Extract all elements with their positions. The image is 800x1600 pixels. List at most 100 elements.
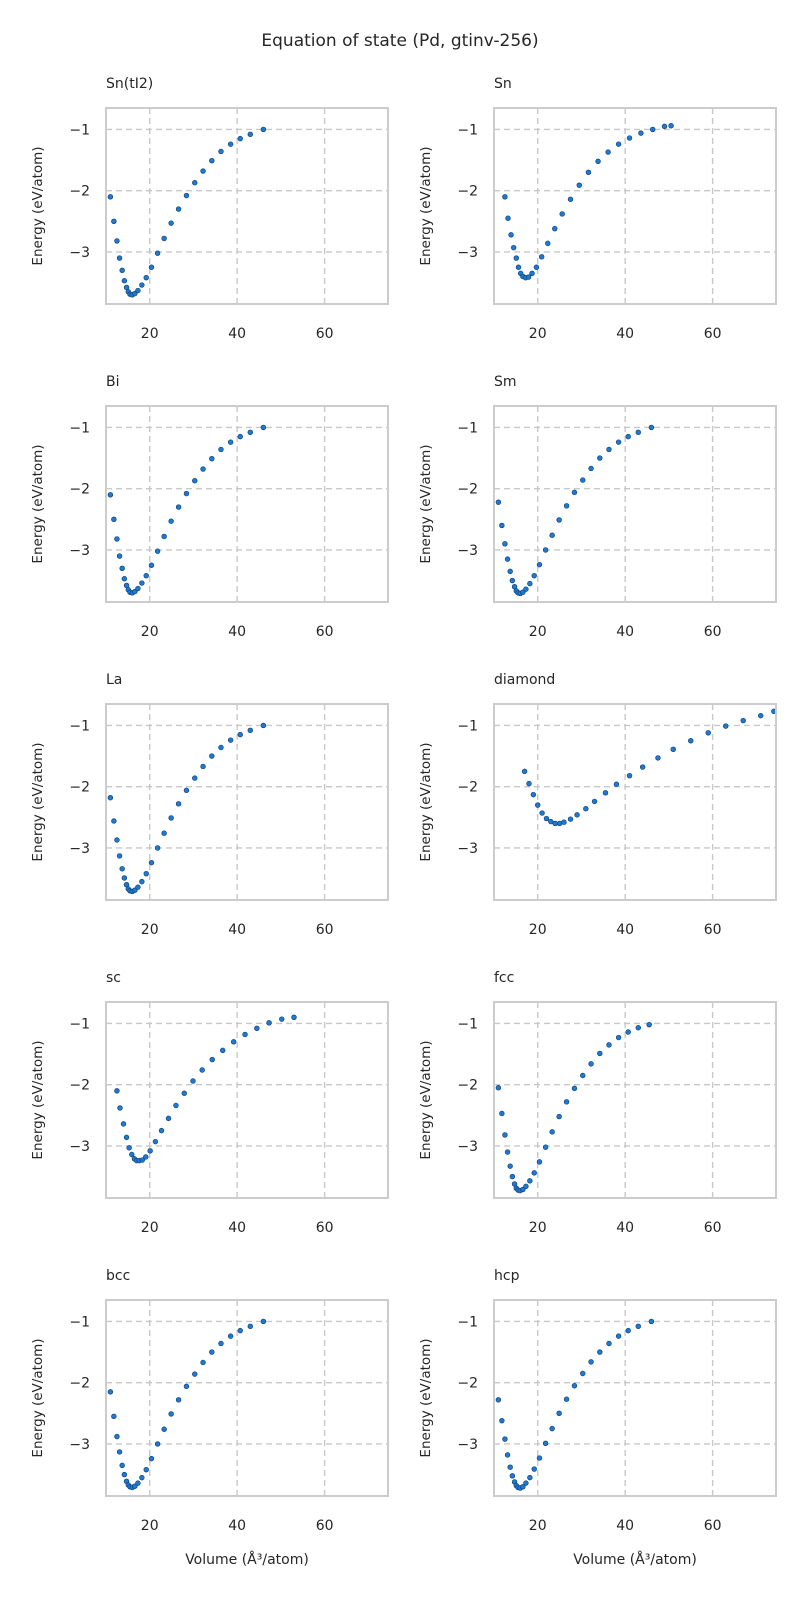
- data-point: [556, 517, 562, 523]
- data-point: [561, 819, 567, 825]
- y-axis-label: Energy (eV/atom): [418, 444, 434, 563]
- data-point: [161, 533, 167, 540]
- data-point: [505, 215, 511, 221]
- panel-title: Sn: [494, 76, 512, 92]
- data-point: [549, 1425, 555, 1432]
- x-tick-label: 60: [316, 1518, 334, 1534]
- data-point: [567, 816, 574, 822]
- axes-frame: [105, 703, 389, 901]
- y-tick-label: −2: [69, 482, 90, 498]
- data-point: [161, 1426, 167, 1432]
- data-point: [230, 1039, 237, 1045]
- data-point: [116, 255, 123, 261]
- data-point: [247, 429, 253, 436]
- panel-title: diamond: [494, 672, 555, 688]
- data-point: [119, 866, 125, 872]
- x-tick-label: 20: [141, 1518, 159, 1534]
- data-point: [183, 192, 190, 199]
- data-point: [266, 1020, 272, 1026]
- data-point: [107, 492, 114, 498]
- data-point: [499, 522, 505, 529]
- data-point: [526, 780, 532, 787]
- panel-bi: Bi 20 40 60 −1 −2 −3 Energy (eV/atom): [30, 374, 389, 640]
- data-point: [635, 1323, 641, 1330]
- data-point: [536, 561, 543, 568]
- data-point: [260, 126, 267, 133]
- data-point: [139, 878, 145, 885]
- data-point: [143, 572, 149, 579]
- data-point: [143, 274, 149, 281]
- y-tick-label: −2: [69, 1078, 90, 1094]
- data-point: [626, 135, 633, 141]
- data-point: [576, 182, 582, 188]
- data-point: [521, 768, 528, 775]
- data-point: [509, 1473, 516, 1479]
- panels-group: Sn(tI2) 20 40 60 −1 −2 −3 Energy (eV/atom) Sn 20 4…: [30, 76, 777, 1568]
- y-tick-label: −3: [69, 543, 90, 559]
- panel-sn: Sn 20 40 60 −1 −2 −3 Energy (eV/atom): [418, 76, 777, 342]
- y-tick-label: −2: [457, 1376, 478, 1392]
- data-point: [111, 1413, 117, 1420]
- data-point: [192, 775, 198, 781]
- data-point: [237, 1327, 243, 1334]
- y-tick-label: −2: [457, 1078, 478, 1094]
- data-point: [114, 238, 120, 244]
- data-point: [120, 1121, 127, 1127]
- data-point: [606, 446, 612, 453]
- data-point: [126, 1145, 132, 1151]
- x-tick-label: 40: [228, 326, 246, 342]
- x-tick-label: 20: [529, 624, 547, 640]
- data-point: [218, 744, 224, 751]
- data-point: [542, 1144, 549, 1150]
- data-point: [237, 135, 243, 142]
- y-tick-label: −3: [457, 1437, 478, 1453]
- x-tick-label: 20: [141, 922, 159, 938]
- data-point: [116, 853, 123, 859]
- data-point: [655, 755, 661, 761]
- data-point: [183, 787, 190, 794]
- data-point: [585, 169, 592, 176]
- data-point: [626, 772, 633, 779]
- data-point: [530, 791, 537, 798]
- data-point: [723, 723, 729, 729]
- data-point: [209, 1349, 215, 1355]
- data-point: [111, 218, 117, 225]
- data-point: [121, 576, 128, 582]
- y-axis-label: Energy (eV/atom): [418, 1338, 434, 1457]
- data-point: [116, 553, 123, 559]
- x-tick-label: 60: [316, 922, 334, 938]
- x-tick-label: 60: [704, 326, 722, 342]
- data-point: [635, 1025, 641, 1031]
- y-tick-label: −3: [457, 543, 478, 559]
- data-point: [549, 532, 555, 538]
- axes-frame: [493, 107, 777, 305]
- data-point: [668, 123, 674, 129]
- data-point: [175, 801, 182, 807]
- x-tick-label: 60: [704, 1518, 722, 1534]
- data-point: [154, 1441, 161, 1447]
- y-tick-label: −1: [69, 420, 90, 436]
- data-point: [119, 565, 125, 572]
- data-point: [121, 278, 128, 284]
- data-point: [192, 1371, 198, 1377]
- data-point: [646, 1021, 652, 1028]
- data-point: [227, 141, 234, 147]
- y-tick-label: −1: [457, 718, 478, 734]
- data-point: [527, 1474, 533, 1481]
- data-point: [563, 1099, 570, 1105]
- data-point: [114, 536, 120, 542]
- panel-title: La: [106, 672, 122, 688]
- y-tick-label: −1: [457, 1016, 478, 1032]
- y-tick-label: −2: [69, 780, 90, 796]
- data-point: [508, 232, 514, 238]
- data-point: [509, 1173, 516, 1180]
- y-tick-label: −1: [69, 718, 90, 734]
- data-point: [615, 439, 622, 445]
- axes-frame: [493, 1001, 777, 1199]
- x-tick-label: 60: [704, 624, 722, 640]
- data-point: [143, 1466, 149, 1473]
- data-point: [757, 712, 764, 719]
- data-point: [613, 781, 620, 787]
- data-point: [152, 1138, 159, 1145]
- data-point: [218, 148, 224, 155]
